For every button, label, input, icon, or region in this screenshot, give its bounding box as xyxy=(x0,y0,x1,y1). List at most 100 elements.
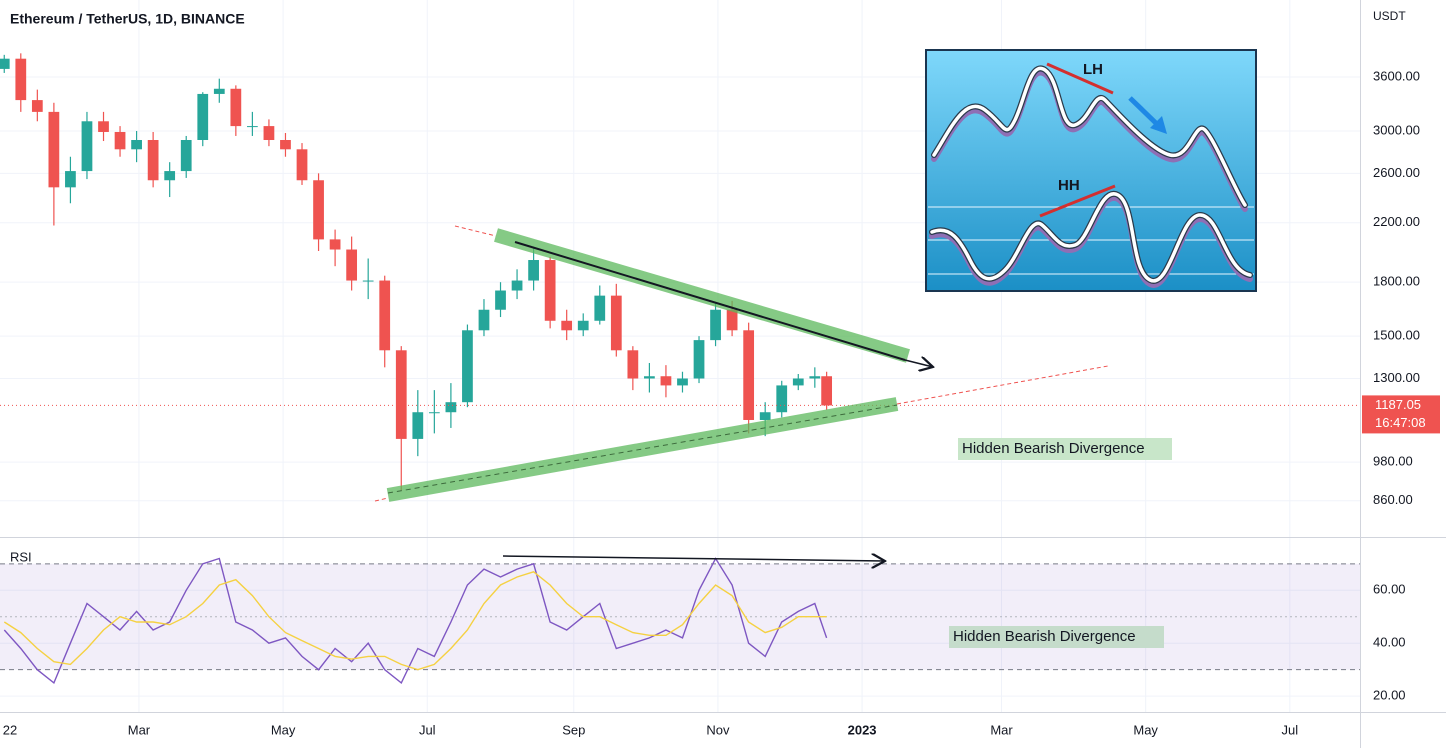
candle-body xyxy=(759,412,771,420)
candle-body xyxy=(296,149,308,181)
candle-body xyxy=(610,295,622,351)
countdown-label: 16:47:08 xyxy=(1375,415,1426,430)
drawings xyxy=(374,225,1109,561)
x-tick-label: May xyxy=(1133,722,1158,737)
resistance-box xyxy=(494,228,910,363)
candle-body xyxy=(81,121,93,172)
y-tick-label: 60.00 xyxy=(1373,582,1406,597)
y-tick-label: 1800.00 xyxy=(1373,274,1420,289)
candle-body xyxy=(809,376,821,379)
annotation-bg xyxy=(949,626,1164,648)
candle-body xyxy=(561,320,573,331)
candle-body xyxy=(478,309,490,331)
candle-body xyxy=(577,320,589,331)
chart-title: Ethereum / TetherUS, 1D, BINANCE xyxy=(10,11,245,27)
price-wave xyxy=(932,66,1247,207)
rsi-arrow xyxy=(502,556,885,561)
axis-unit: USDT xyxy=(1373,9,1406,23)
candle-body xyxy=(230,88,242,127)
candle-body xyxy=(594,295,606,321)
price-tag xyxy=(1362,395,1440,434)
inset-arrowhead xyxy=(1150,116,1167,134)
y-tick-label: 1300.00 xyxy=(1373,370,1420,385)
y-tick-label: 40.00 xyxy=(1373,635,1406,650)
y-tick-label: 3600.00 xyxy=(1373,68,1420,83)
axes: 22 Mar May Jul Sep Nov 2023 Mar May Jul 860.00 980.… xyxy=(3,68,1440,737)
candle-body xyxy=(180,140,192,172)
candle-body xyxy=(263,126,275,141)
marks xyxy=(0,53,1360,685)
trend-extension xyxy=(454,225,497,237)
y-tick-label: 2200.00 xyxy=(1373,214,1420,229)
candle-body xyxy=(660,376,672,386)
candle-body xyxy=(462,330,473,403)
rsi-wave xyxy=(930,192,1252,283)
candle-body xyxy=(412,412,424,439)
inset: LH HH xyxy=(925,49,1257,292)
annotation: Hidden Bearish Divergence xyxy=(962,440,1145,457)
rsi-line xyxy=(3,557,828,685)
candle-body xyxy=(362,280,374,282)
candle-body xyxy=(147,140,159,181)
candle-body xyxy=(776,385,788,413)
rsi-title: RSI xyxy=(10,549,32,564)
y-tick-label: 980.00 xyxy=(1373,454,1413,469)
candle-body xyxy=(644,376,655,379)
y-tick-label: 860.00 xyxy=(1373,492,1413,507)
candle-body xyxy=(395,350,407,439)
x-tick-label: May xyxy=(271,722,296,737)
candle-body xyxy=(280,140,291,150)
rsi-line xyxy=(3,571,827,671)
candle-body xyxy=(98,121,109,132)
candle-body xyxy=(693,340,705,379)
x-tick-label: Sep xyxy=(562,722,585,737)
inset-label: HH xyxy=(1058,177,1080,194)
y-tick-label: 2600.00 xyxy=(1373,165,1420,180)
candle-body xyxy=(743,330,755,420)
candle-body xyxy=(511,280,523,291)
x-tick-label: Jul xyxy=(1282,722,1299,737)
candle-body xyxy=(15,58,27,101)
price-tag-label: 1187.05 xyxy=(1375,397,1421,412)
y-tick-label: 1500.00 xyxy=(1373,328,1420,343)
candle-body xyxy=(821,376,833,406)
candle-body xyxy=(313,180,324,240)
candle-body xyxy=(329,239,341,250)
candle-body xyxy=(346,249,358,281)
lh-line xyxy=(1046,62,1114,95)
y-tick-label: 20.00 xyxy=(1373,688,1406,703)
annotation-bg xyxy=(958,438,1172,460)
candle-body xyxy=(445,402,457,413)
candle-body xyxy=(31,100,43,112)
x-tick-label: 2023 xyxy=(848,722,877,737)
candle-body xyxy=(0,58,10,69)
trend-extension xyxy=(896,365,1109,405)
support-box xyxy=(386,397,899,502)
y-tick-label: 3000.00 xyxy=(1373,122,1420,137)
arrow xyxy=(904,360,933,367)
candle-body xyxy=(164,171,176,181)
x-tick-label: Mar xyxy=(128,722,151,737)
candle-body xyxy=(197,93,209,141)
x-tick-label: Jul xyxy=(419,722,436,737)
candle-body xyxy=(48,111,60,188)
candle-body xyxy=(792,378,804,386)
x-tick-label: 22 xyxy=(3,722,17,737)
candle-body xyxy=(428,412,440,414)
candle-body xyxy=(247,126,258,128)
rsi-background xyxy=(0,563,1360,671)
candle-body xyxy=(677,378,688,386)
candle-body xyxy=(544,260,556,321)
candle-body xyxy=(528,260,539,281)
candle-body xyxy=(65,171,76,188)
candle-body xyxy=(131,140,142,150)
candle-body xyxy=(213,88,225,94)
candle-body xyxy=(114,131,126,150)
hh-line xyxy=(1039,184,1116,218)
inset-label: LH xyxy=(1083,61,1103,78)
trend-extension xyxy=(374,497,389,502)
annotation: Hidden Bearish Divergence xyxy=(953,628,1136,645)
inset-arrow xyxy=(1128,96,1162,129)
candle-body xyxy=(379,280,391,351)
